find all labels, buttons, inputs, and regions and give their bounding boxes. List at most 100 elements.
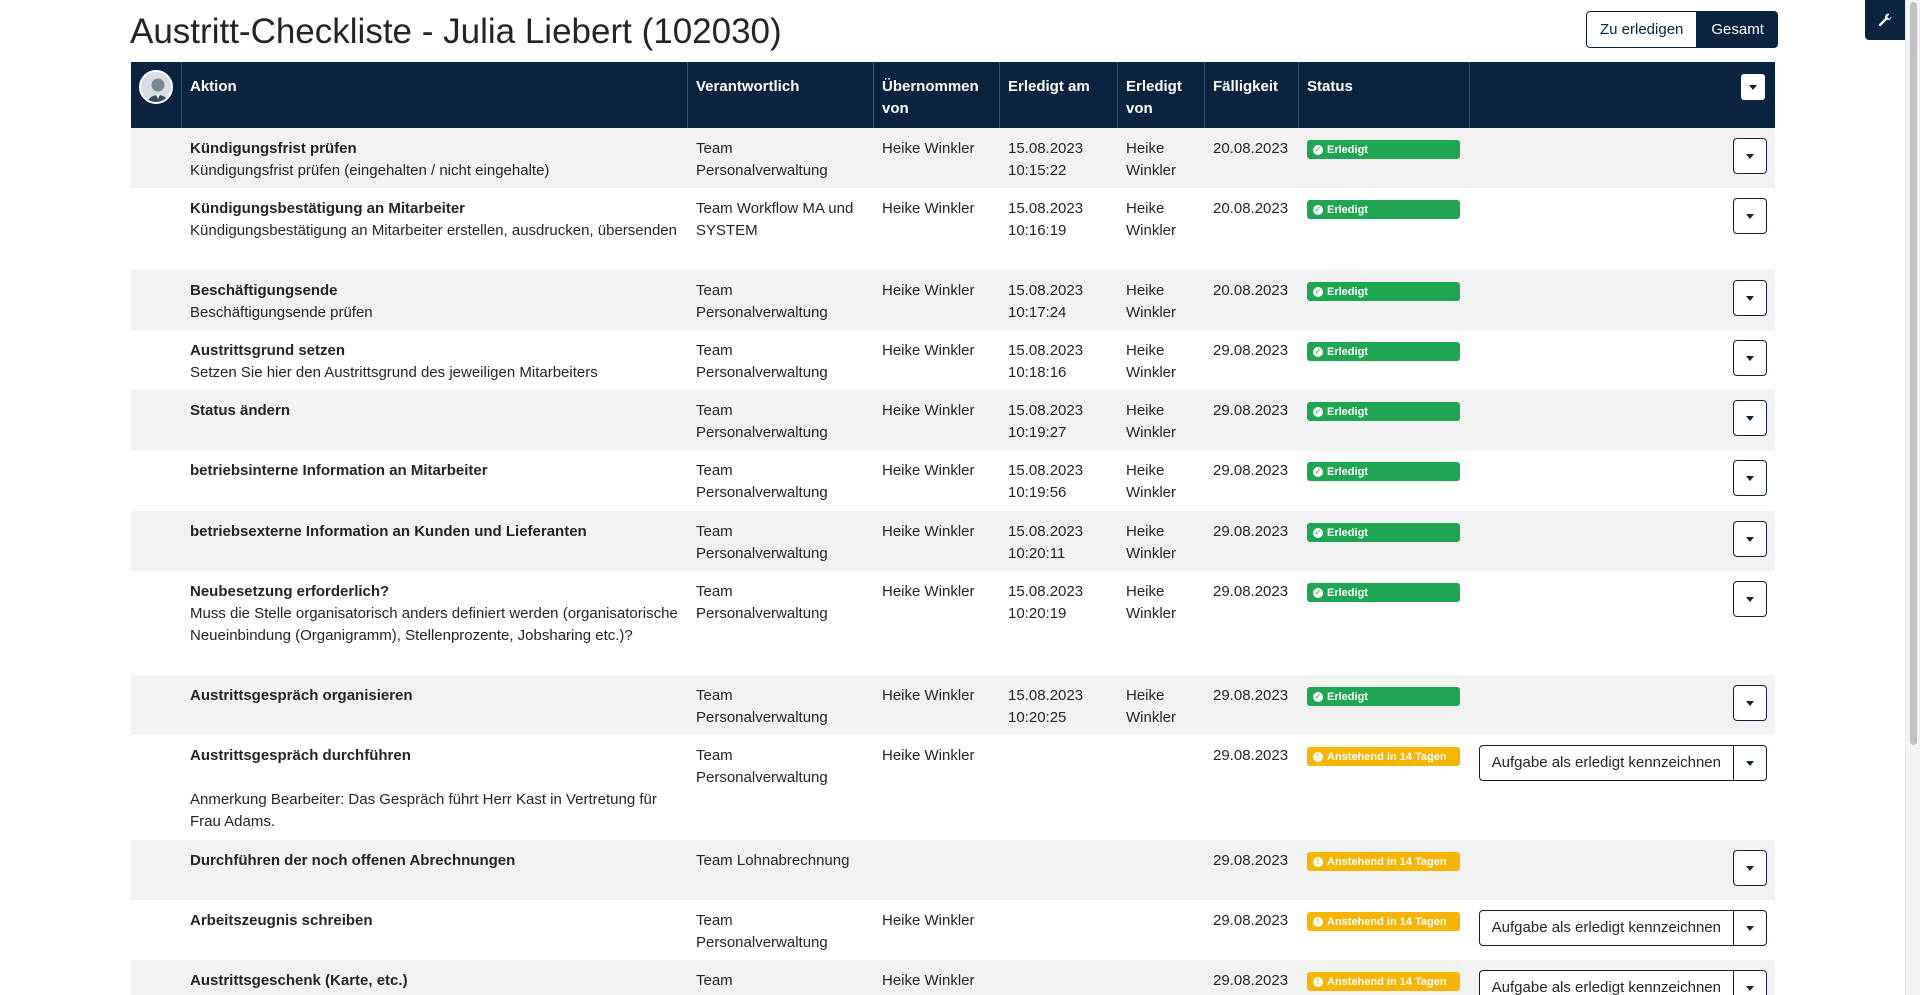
row-dropdown-button[interactable] <box>1733 340 1767 376</box>
row-actions-cell <box>1470 840 1775 900</box>
done-at-cell: 15.08.2023 10:20:19 <box>1000 571 1118 675</box>
done-date: 15.08.2023 <box>1008 462 1084 479</box>
done-by-line1: Heike <box>1126 342 1165 359</box>
caret-down-icon <box>1746 415 1754 421</box>
row-dropdown-button[interactable] <box>1733 685 1767 721</box>
row-dropdown-toggle[interactable] <box>1733 970 1767 995</box>
done-date: 15.08.2023 <box>1008 523 1084 540</box>
due-cell: 29.08.2023 <box>1205 675 1299 735</box>
check-circle-icon: ✓ <box>1313 144 1323 155</box>
action-cell: Austrittsgespräch organisieren <box>182 675 688 735</box>
status-label: Anstehend in 14 Tagen <box>1327 750 1447 763</box>
responsible-cell: Team Personalverwaltung <box>688 900 874 960</box>
todo-filter-button[interactable]: Zu erledigen <box>1586 11 1698 48</box>
responsible-line2: Personalverwaltung <box>696 484 828 501</box>
row-dropdown-button[interactable] <box>1733 460 1767 496</box>
exclamation-circle-icon: ! <box>1313 856 1323 867</box>
done-by-cell <box>1118 900 1205 960</box>
done-at-cell <box>1000 840 1118 900</box>
responsible-line2: Personalverwaltung <box>696 424 828 441</box>
row-spacer-cell <box>131 450 182 511</box>
responsible-cell: Team Personalverwaltung <box>688 270 874 330</box>
taken-by-cell <box>874 840 1000 900</box>
due-date: 20.08.2023 <box>1213 140 1289 157</box>
taken-by: Heike Winkler <box>882 972 975 989</box>
header-verantwortlich[interactable]: Verantwortlich <box>688 62 874 128</box>
view-toggle: Zu erledigen Gesamt <box>1586 11 1778 48</box>
row-dropdown-button[interactable] <box>1733 521 1767 557</box>
row-dropdown-button[interactable] <box>1733 400 1767 436</box>
caret-down-icon <box>1746 295 1754 301</box>
wrench-icon <box>1878 13 1892 27</box>
header-erledigt-von[interactable]: Erledigt von <box>1118 62 1205 128</box>
action-title: Austrittsgespräch organisieren <box>190 687 413 704</box>
header-erledigt-am[interactable]: Erledigt am <box>1000 62 1118 128</box>
all-filter-button[interactable]: Gesamt <box>1697 11 1778 48</box>
action-title: Durchführen der noch offenen Abrechnunge… <box>190 852 516 869</box>
responsible-line1: Team Workflow MA und <box>696 200 854 217</box>
action-title: Austrittsgrund setzen <box>190 342 346 359</box>
mark-complete-button[interactable]: Aufgabe als erledigt kennzeichnen <box>1478 910 1733 946</box>
done-time: 10:17:24 <box>1008 304 1067 321</box>
done-date: 15.08.2023 <box>1008 282 1084 299</box>
responsible-cell: Team Personalverwaltung <box>688 511 874 571</box>
status-badge: ! Anstehend in 14 Tagen <box>1307 912 1460 931</box>
status-cell: ✓ Erledigt <box>1299 270 1470 330</box>
page-scrollbar[interactable] <box>1905 0 1920 995</box>
row-spacer-cell <box>131 675 182 735</box>
status-cell: ✓ Erledigt <box>1299 390 1470 450</box>
action-cell: Kündigungsbestätigung an Mitarbeiter Künd… <box>182 188 688 270</box>
row-dropdown-button[interactable] <box>1733 581 1767 617</box>
status-cell: ! Anstehend in 14 Tagen <box>1299 840 1470 900</box>
header-uebernommen-von[interactable]: Übernommen von <box>874 62 1000 128</box>
status-label: Erledigt <box>1327 143 1368 156</box>
status-cell: ✓ Erledigt <box>1299 188 1470 270</box>
responsible-cell: Team Personalverwaltung <box>688 390 874 450</box>
action-cell: Austrittsgeschenk (Karte, etc.) <box>182 960 688 995</box>
row-dropdown-toggle[interactable] <box>1733 745 1767 781</box>
action-title: Neubesetzung erforderlich? <box>190 583 390 600</box>
done-date: 15.08.2023 <box>1008 687 1084 704</box>
header-status[interactable]: Status <box>1299 62 1470 128</box>
row-dropdown-button[interactable] <box>1733 850 1767 886</box>
row-dropdown-button[interactable] <box>1733 280 1767 316</box>
header-erledigt-von-line1: Erledigt <box>1126 78 1182 95</box>
scrollbar-thumb[interactable] <box>1910 2 1917 745</box>
responsible-cell: Team Personalverwaltung <box>688 735 874 840</box>
action-cell: Kündigungsfrist prüfen Kündigungsfrist pr… <box>182 128 688 188</box>
responsible-line1: Team <box>696 402 733 419</box>
status-label: Erledigt <box>1327 285 1368 298</box>
due-date: 29.08.2023 <box>1213 972 1289 989</box>
action-cell: Austrittsgrund setzen Setzen Sie hier den… <box>182 330 688 390</box>
check-circle-icon: ✓ <box>1313 406 1323 417</box>
header-faelligkeit[interactable]: Fälligkeit <box>1205 62 1299 128</box>
mark-complete-button[interactable]: Aufgabe als erledigt kennzeichnen <box>1478 970 1733 995</box>
mark-complete-button[interactable]: Aufgabe als erledigt kennzeichnen <box>1478 745 1733 781</box>
header-dropdown-button[interactable] <box>1741 74 1765 100</box>
taken-by-cell: Heike Winkler <box>874 511 1000 571</box>
row-actions-cell <box>1470 330 1775 390</box>
caret-down-icon <box>1746 213 1754 219</box>
tools-button[interactable] <box>1865 0 1905 40</box>
header-aktion[interactable]: Aktion <box>182 62 688 128</box>
done-by-cell: Heike Winkler <box>1118 128 1205 188</box>
status-label: Erledigt <box>1327 345 1368 358</box>
row-dropdown-button[interactable] <box>1733 198 1767 234</box>
responsible-cell: Team Personalverwaltung <box>688 128 874 188</box>
done-date: 15.08.2023 <box>1008 140 1084 157</box>
row-spacer-cell <box>131 571 182 675</box>
responsible-cell: Team Personalverwaltung <box>688 675 874 735</box>
due-date: 29.08.2023 <box>1213 852 1289 869</box>
row-dropdown-toggle[interactable] <box>1733 910 1767 946</box>
action-title: Austrittsgeschenk (Karte, etc.) <box>190 972 408 989</box>
row-spacer-cell <box>131 840 182 900</box>
header-actions <box>1470 62 1775 128</box>
check-circle-icon: ✓ <box>1313 527 1323 538</box>
row-dropdown-button[interactable] <box>1733 138 1767 174</box>
responsible-line2: Personalverwaltung <box>696 364 828 381</box>
caret-down-icon <box>1746 925 1754 931</box>
caret-down-icon <box>1746 475 1754 481</box>
taken-by: Heike Winkler <box>882 462 975 479</box>
taken-by-cell: Heike Winkler <box>874 270 1000 330</box>
status-cell: ✓ Erledigt <box>1299 330 1470 390</box>
